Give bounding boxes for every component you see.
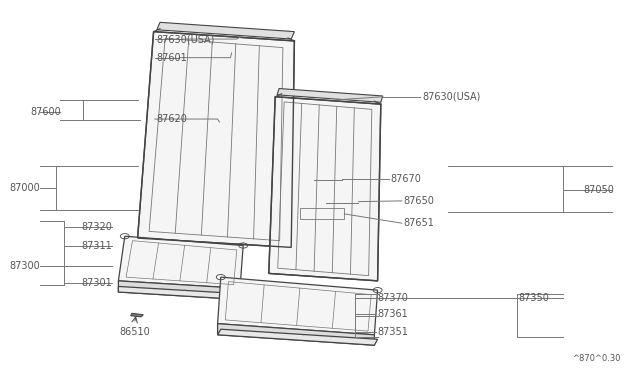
Text: 87300: 87300 [9,261,40,271]
Polygon shape [118,281,240,299]
Text: 87670: 87670 [390,174,421,183]
Text: 87620: 87620 [157,114,188,124]
Polygon shape [138,32,294,247]
Polygon shape [218,329,378,345]
Text: 87050: 87050 [584,185,614,195]
Polygon shape [118,236,243,288]
Text: 87630(USA): 87630(USA) [422,92,481,102]
Text: 87311: 87311 [81,241,112,250]
Text: 87601: 87601 [157,53,188,62]
Polygon shape [218,324,374,345]
Text: 87320: 87320 [81,222,112,232]
Text: 87651: 87651 [403,218,434,228]
Polygon shape [277,89,383,102]
Text: 87650: 87650 [403,196,434,206]
Text: 87361: 87361 [378,310,408,319]
Text: ^870^0.30: ^870^0.30 [572,354,621,363]
Text: 87350: 87350 [518,293,549,302]
Polygon shape [269,97,381,281]
Text: 87600: 87600 [30,107,61,116]
Text: 87630(USA): 87630(USA) [157,34,215,44]
Text: 87351: 87351 [378,327,408,337]
Text: 86510: 86510 [119,327,150,337]
Polygon shape [131,313,143,317]
Text: 87000: 87000 [9,183,40,193]
Polygon shape [218,277,378,335]
Text: 87370: 87370 [378,293,408,302]
Polygon shape [157,22,294,39]
Text: 87301: 87301 [81,278,112,288]
Polygon shape [118,286,243,299]
